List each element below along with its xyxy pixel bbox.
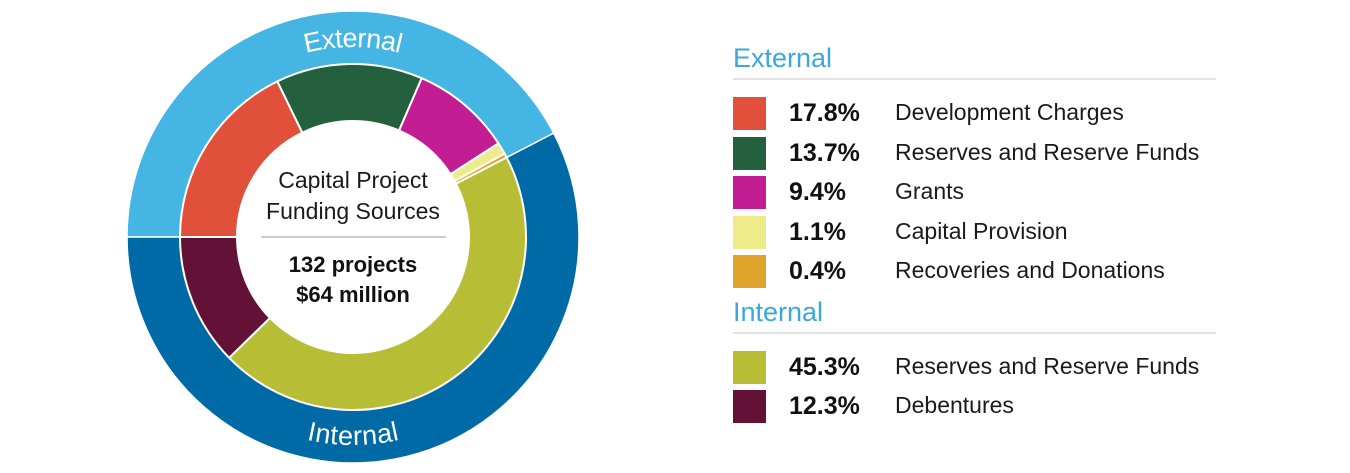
legend-divider-external [733,78,1216,80]
center-amount: $64 million [296,282,410,307]
legend-swatch [733,97,766,130]
legend-percent: 17.8% [789,99,860,127]
legend-swatch [733,176,766,209]
legend-item: 1.1% Capital Provision [733,215,1223,255]
legend-item: 12.3% Debentures [733,389,1223,429]
center-title-line2: Funding Sources [266,198,440,224]
legend-item: 45.3% Reserves and Reserve Funds [733,350,1223,390]
legend-divider-internal [733,331,1216,334]
outer-label-external: External [301,23,406,59]
legend-label: Grants [895,178,965,204]
legend-swatch [733,390,766,423]
legend-swatch [733,350,766,384]
legend-percent: 9.4% [789,178,846,206]
legend-percent: 1.1% [789,217,846,246]
legend-swatch [733,215,766,249]
legend-item: 13.7% Reserves and Reserve Funds [733,136,1223,176]
legend-label: Development Charges [895,99,1124,125]
legend-item: 9.4% Grants [733,175,1223,215]
legend-group-title-external: External [733,43,833,73]
legend-label: Reserves and Reserve Funds [895,138,1200,165]
legend-percent: 13.7% [789,138,860,167]
legend-label: Capital Provision [895,217,1068,244]
center-title-line1: Capital Project [278,167,428,193]
legend-label: Recoveries and Donations [895,257,1165,283]
legend-percent: 12.3% [789,392,860,420]
legend-item: 17.8% Development Charges [733,96,1223,136]
legend-swatch [733,136,766,170]
legend-group-title-internal: Internal [733,296,824,327]
legend-percent: 45.3% [789,352,860,381]
legend-items-external: 17.8% Development Charges 13.7% Reserves an… [733,96,1223,294]
legend-swatch [733,255,766,288]
legend-items-internal: 45.3% Reserves and Reserve Funds 12.3% Debe… [733,350,1223,429]
legend-group-external: External 17.8% Development Charges 13.7% Re… [733,42,1223,294]
legend-percent: 0.4% [789,257,846,285]
legend-label: Reserves and Reserve Funds [895,352,1200,379]
legend-group-internal: Internal 45.3% Reserves and Reserve Funds… [733,296,1223,429]
center-projects: 132 projects [289,252,417,277]
legend-label: Debentures [895,392,1014,418]
legend-item: 0.4% Recoveries and Donations [733,254,1223,294]
legend: External 17.8% Development Charges 13.7% Re… [733,42,1223,429]
